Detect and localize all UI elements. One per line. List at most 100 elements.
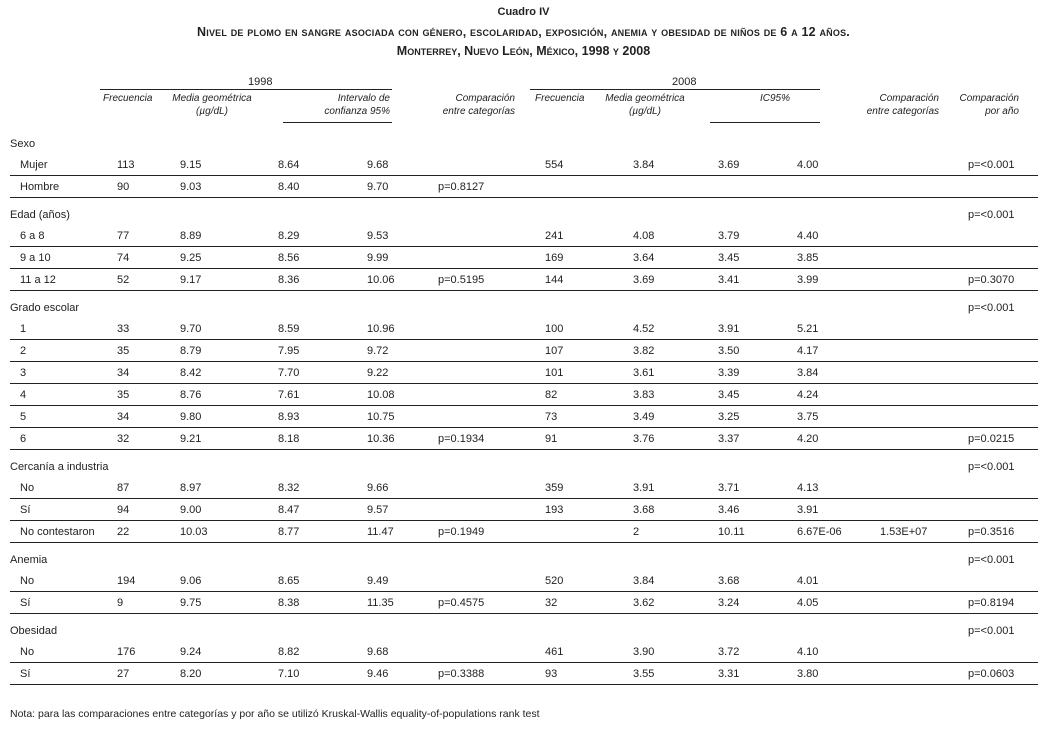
row-label: Mujer xyxy=(20,159,48,171)
ic-low-1998: 8.47 xyxy=(278,504,300,516)
comparacion-1998: p=0.8127 xyxy=(438,181,485,193)
table-row: No 194 9.06 8.65 9.49 520 3.84 3.68 4.01 xyxy=(10,570,1038,592)
group-label: Obesidad xyxy=(10,625,58,637)
group-p-value-por-anio: p=<0.001 xyxy=(968,554,1015,566)
row-label: Sí xyxy=(20,597,31,609)
group-label: Sexo xyxy=(10,138,36,150)
media-1998: 8.89 xyxy=(180,230,202,242)
group-spacer xyxy=(10,291,1038,299)
ic-low-1998: 8.64 xyxy=(278,159,300,171)
frecuencia-1998: 113 xyxy=(117,159,135,171)
ic-high-2008: 4.05 xyxy=(797,597,819,609)
ic-high-2008: 3.84 xyxy=(797,367,819,379)
media-2008: 3.64 xyxy=(633,252,655,264)
ic-high-1998: 9.68 xyxy=(367,159,389,171)
ic-high-1998: 11.35 xyxy=(367,597,394,609)
group-p-value-por-anio: p=<0.001 xyxy=(968,302,1015,314)
frecuencia-2008: 169 xyxy=(545,252,564,264)
ic-low-2008: 3.45 xyxy=(718,389,740,401)
col-intervalo-1998: Intervalo de confianza 95% xyxy=(300,92,390,118)
table-row: Sí 27 8.20 7.10 9.46 p=0.3388 93 3.55 3.31 3.80 p=… xyxy=(10,663,1038,685)
ic-high-1998: 9.57 xyxy=(367,504,389,516)
col-unit: (µg/dL) xyxy=(196,106,228,117)
table-row: No contestaron 22 10.03 8.77 11.47 p=0.1949 2 1… xyxy=(10,521,1038,543)
ic-low-1998: 8.59 xyxy=(278,323,300,335)
col-label: Media geométrica xyxy=(605,93,685,104)
table-row: Sí 94 9.00 8.47 9.57 193 3.68 3.46 3.91 xyxy=(10,499,1038,521)
group-spacer xyxy=(10,614,1038,622)
group-p-value-por-anio: p=<0.001 xyxy=(968,461,1015,473)
row-label: 6 a 8 xyxy=(20,230,45,242)
col-media-2008: Media geométrica (µg/dL) xyxy=(600,92,690,118)
table-row: Mujer 113 9.15 8.64 9.68 554 3.84 3.69 4.00 p=<0.… xyxy=(10,154,1038,176)
col-label: Comparación xyxy=(455,93,515,104)
ic-high-1998: 10.08 xyxy=(367,389,395,401)
group-header: Obesidad p=<0.001 xyxy=(10,622,1038,641)
media-1998: 10.03 xyxy=(180,526,208,538)
group-label: Cercanía a industria xyxy=(10,461,109,473)
media-1998: 9.17 xyxy=(180,274,202,286)
row-label: Hombre xyxy=(20,181,60,193)
frecuencia-1998: 22 xyxy=(117,526,130,538)
comparacion-1998: p=0.1949 xyxy=(438,526,485,538)
frecuencia-1998: 34 xyxy=(117,411,130,423)
col-frecuencia-2008: Frecuencia xyxy=(535,93,585,104)
col-label: entre categorías xyxy=(866,106,939,117)
row-label: No xyxy=(20,482,35,494)
group-header: Sexo xyxy=(10,135,1038,154)
group-label: Grado escolar xyxy=(10,302,80,314)
comparacion-por-anio: p=0.3516 xyxy=(968,526,1015,538)
group-spacer xyxy=(10,198,1038,206)
table-row: 6 32 9.21 8.18 10.36 p=0.1934 91 3.76 3.37 4.20 p=… xyxy=(10,428,1038,450)
ic-low-2008: 3.91 xyxy=(718,323,740,335)
row-label: No xyxy=(20,646,35,658)
table-row: 9 a 10 74 9.25 8.56 9.99 169 3.64 3.45 3.85 xyxy=(10,247,1038,269)
group-header: Anemia p=<0.001 xyxy=(10,551,1038,570)
ic-high-2008: 4.24 xyxy=(797,389,819,401)
comparacion-1998: p=0.5195 xyxy=(438,274,485,286)
ic-low-1998: 8.40 xyxy=(278,181,300,193)
frecuencia-2008: 32 xyxy=(545,597,558,609)
media-1998: 8.76 xyxy=(180,389,202,401)
ic-low-2008: 3.72 xyxy=(718,646,740,658)
row-label: 3 xyxy=(20,367,27,379)
ic-high-1998: 10.75 xyxy=(367,411,395,423)
group-spacer xyxy=(10,543,1038,551)
col-label: Media geométrica xyxy=(172,93,252,104)
row-label: 1 xyxy=(20,323,27,335)
comparacion-por-anio: p=0.0603 xyxy=(968,668,1015,680)
frecuencia-1998: 34 xyxy=(117,367,130,379)
ic-low-1998: 8.29 xyxy=(278,230,300,242)
media-2008: 3.76 xyxy=(633,433,655,445)
col-ic95-2008: IC95% xyxy=(760,93,791,104)
ic-low-1998: 8.65 xyxy=(278,575,300,587)
frecuencia-2008: 101 xyxy=(545,367,564,379)
table-row: 5 34 9.80 8.93 10.75 73 3.49 3.25 3.75 xyxy=(10,406,1038,428)
frecuencia-1998: 77 xyxy=(117,230,130,242)
comparacion-por-anio: p=0.8194 xyxy=(968,597,1015,609)
group-header: Cercanía a industria p=<0.001 xyxy=(10,458,1038,477)
table-row: 1 33 9.70 8.59 10.96 100 4.52 3.91 5.21 xyxy=(10,318,1038,340)
ic-high-2008: 3.91 xyxy=(797,504,819,516)
ic-low-2008: 3.50 xyxy=(718,345,740,357)
table-row: Hombre 90 9.03 8.40 9.70 p=0.8127 xyxy=(10,176,1038,198)
group-spacer xyxy=(10,450,1038,458)
media-1998: 9.24 xyxy=(180,646,202,658)
frecuencia-1998: 33 xyxy=(117,323,130,335)
media-1998: 9.00 xyxy=(180,504,202,516)
frecuencia-1998: 74 xyxy=(117,252,130,264)
media-2008: 3.83 xyxy=(633,389,655,401)
media-2008: 3.61 xyxy=(633,367,655,379)
ic-low-2008: 3.25 xyxy=(718,411,740,423)
frecuencia-2008: 520 xyxy=(545,575,564,587)
col-comparacion-2008: Comparación entre categorías xyxy=(855,92,939,118)
ic-high-2008: 4.13 xyxy=(797,482,819,494)
comparacion-por-anio: p=<0.001 xyxy=(968,159,1015,171)
comparacion-por-anio: p=0.0215 xyxy=(968,433,1015,445)
ic-high-2008: 3.75 xyxy=(797,411,819,423)
media-1998: 9.15 xyxy=(180,159,202,171)
table-note: Nota: para las comparaciones entre categ… xyxy=(10,708,540,720)
divider xyxy=(710,122,820,123)
ic-high-1998: 9.66 xyxy=(367,482,389,494)
ic-high-1998: 9.22 xyxy=(367,367,389,379)
